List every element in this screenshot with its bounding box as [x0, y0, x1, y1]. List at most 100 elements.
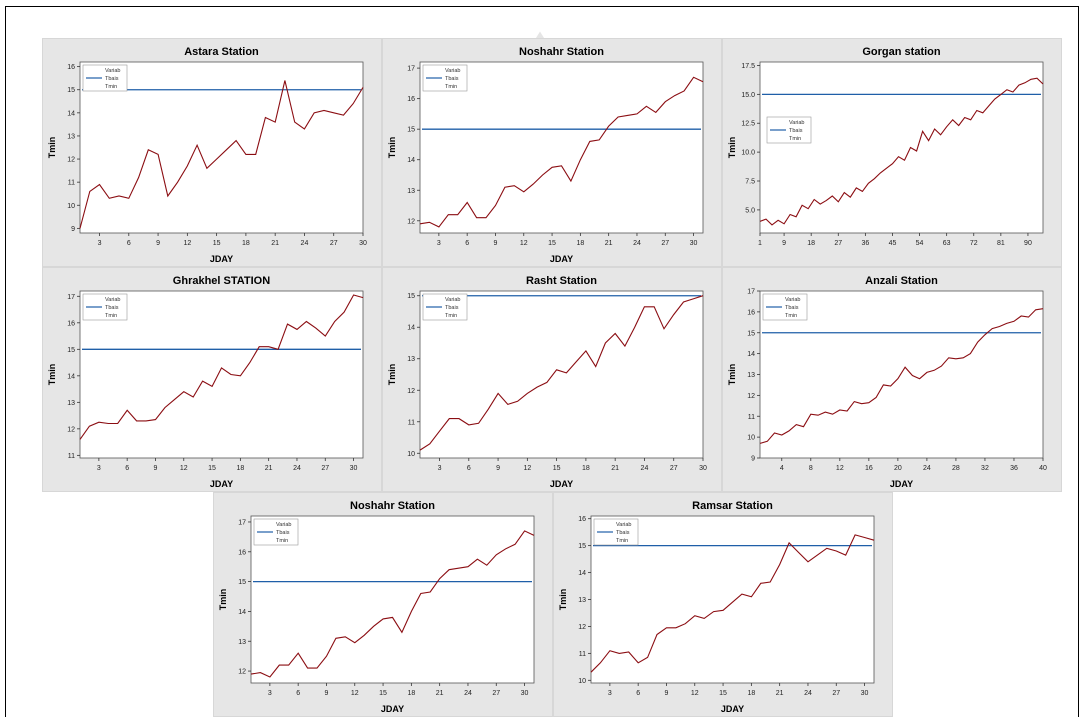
y-tick-label: 14 — [67, 110, 75, 117]
x-tick-label: 12 — [180, 465, 188, 472]
x-axis-label: JDAY — [210, 479, 233, 489]
series-line — [419, 76, 704, 228]
y-tick-label: 17 — [407, 66, 415, 73]
y-tick-label: 16 — [578, 516, 586, 523]
legend: Variab Tbais Tmin — [253, 518, 299, 546]
y-tick-label: 16 — [67, 64, 75, 71]
y-tick-label: 16 — [67, 320, 75, 327]
y-tick-label: 10 — [407, 451, 415, 458]
x-tick-label: 12 — [520, 240, 528, 247]
legend-box — [762, 293, 808, 321]
y-tick-label: 17 — [747, 289, 755, 296]
x-tick-label: 6 — [467, 465, 471, 472]
x-tick-label: 27 — [670, 465, 678, 472]
y-tick-label: 10.0 — [741, 150, 755, 157]
chart-title: Anzali Station — [865, 275, 938, 287]
y-tick-label: 15 — [578, 543, 586, 550]
legend-entry-tmin: Tmin — [445, 84, 457, 90]
legend-entry-tmin: Tmin — [616, 538, 628, 544]
chart-panel-4: Ghrakhel STATION 3 6 9 12 15 18 21 24 27 30 11 12 13 1… — [42, 267, 382, 492]
x-tick-label: 8 — [809, 465, 813, 472]
x-tick-label: 21 — [265, 465, 273, 472]
x-tick-label: 63 — [943, 240, 951, 247]
y-tick-label: 17.5 — [741, 63, 755, 70]
y-tick-label: 13 — [578, 597, 586, 604]
x-tick-label: 1 — [758, 240, 762, 247]
chart-svg: Noshahr Station 3 6 9 12 15 18 21 24 27 30 12 13 14 15… — [387, 46, 704, 264]
x-tick-label: 24 — [301, 240, 309, 247]
x-tick-label: 3 — [97, 465, 101, 472]
legend-entry-tmin: Tmin — [105, 84, 117, 90]
y-tick-label: 12 — [407, 218, 415, 225]
x-tick-label: 15 — [213, 240, 221, 247]
y-tick-label: 15.0 — [741, 92, 755, 99]
x-tick-label: 3 — [437, 240, 441, 247]
y-tick-label: 9 — [71, 226, 75, 233]
x-tick-label: 21 — [776, 690, 784, 697]
series-line — [759, 77, 1044, 226]
x-tick-label: 30 — [861, 690, 869, 697]
x-tick-label: 6 — [465, 240, 469, 247]
chart-panel-6: Anzali Station 4 8 12 16 20 24 28 32 36 40 9 10 11 12 1… — [722, 267, 1062, 492]
y-axis-label: Tmin — [387, 137, 397, 159]
chart-panel-3: Gorgan station 1 9 18 27 36 45 54 63 72 81 90 5.0 7.5… — [722, 38, 1062, 267]
x-tick-label: 30 — [350, 465, 358, 472]
y-tick-label: 12 — [67, 426, 75, 433]
y-tick-label: 11 — [68, 453, 75, 460]
x-tick-label: 81 — [997, 240, 1005, 247]
y-tick-label: 16 — [407, 96, 415, 103]
chart-svg: Anzali Station 4 8 12 16 20 24 28 32 36 40 9 10 11 12 1… — [727, 275, 1047, 489]
y-tick-label: 14 — [407, 157, 415, 164]
x-tick-label: 3 — [98, 240, 102, 247]
legend-entry-tmin: Tmin — [789, 136, 801, 142]
y-tick-label: 15 — [407, 127, 415, 134]
x-tick-label: 15 — [548, 240, 556, 247]
plot-area — [759, 61, 1044, 234]
x-tick-label: 9 — [494, 240, 498, 247]
y-tick-label: 10 — [747, 435, 755, 442]
x-tick-label: 21 — [605, 240, 613, 247]
x-tick-label: 20 — [894, 465, 902, 472]
x-tick-label: 4 — [780, 465, 784, 472]
y-tick-label: 14 — [407, 325, 415, 332]
y-tick-label: 14 — [578, 570, 586, 577]
legend: Variab Tbais Tmin — [766, 116, 812, 144]
legend: Variab Tbais Tmin — [422, 293, 468, 321]
legend-title: Variab — [276, 522, 292, 528]
legend-title: Variab — [789, 120, 805, 126]
chart-panel-8: Ramsar Station 3 6 9 12 15 18 21 24 27 30 10 11 12 13 1… — [553, 492, 893, 717]
x-tick-label: 30 — [359, 240, 367, 247]
x-tick-label: 27 — [321, 465, 329, 472]
legend: Variab Tbais Tmin — [762, 293, 808, 321]
legend-entry-tbais: Tbais — [105, 305, 119, 311]
chart-panel-5: Rasht Station 3 6 9 12 15 18 21 24 27 30 10 11 12 13 14… — [382, 267, 722, 492]
y-tick-label: 12 — [407, 388, 415, 395]
x-axis-label: JDAY — [550, 479, 573, 489]
x-tick-label: 9 — [665, 690, 669, 697]
x-tick-label: 24 — [641, 465, 649, 472]
y-tick-label: 14 — [747, 351, 755, 358]
x-tick-label: 6 — [125, 465, 129, 472]
x-tick-label: 18 — [576, 240, 584, 247]
chart-svg: Gorgan station 1 9 18 27 36 45 54 63 72 81 90 5.0 7.5… — [727, 46, 1044, 247]
x-tick-label: 6 — [296, 690, 300, 697]
x-tick-label: 40 — [1039, 465, 1047, 472]
legend-entry-tmin: Tmin — [445, 313, 457, 319]
x-tick-label: 27 — [492, 690, 500, 697]
chart-title: Rasht Station — [526, 275, 597, 287]
x-tick-label: 27 — [832, 690, 840, 697]
y-tick-label: 13 — [407, 188, 415, 195]
y-axis-label: Tmin — [218, 589, 228, 611]
x-tick-label: 27 — [330, 240, 338, 247]
legend-entry-tbais: Tbais — [616, 530, 630, 536]
y-tick-label: 12 — [578, 624, 586, 631]
chart-svg: Ghrakhel STATION 3 6 9 12 15 18 21 24 27 30 11 12 13 1… — [47, 275, 364, 489]
x-tick-label: 24 — [804, 690, 812, 697]
legend: Variab Tbais Tmin — [593, 518, 639, 546]
chart-panel-2: Noshahr Station 3 6 9 12 15 18 21 24 27 30 12 13 14 15… — [382, 38, 722, 267]
y-tick-label: 17 — [238, 519, 246, 526]
chart-svg: Noshahr Station 3 6 9 12 15 18 21 24 27 30 12 13 14 15… — [218, 500, 535, 714]
x-tick-label: 27 — [834, 240, 842, 247]
series-line — [759, 308, 1044, 444]
figure-frame — [5, 6, 1079, 717]
